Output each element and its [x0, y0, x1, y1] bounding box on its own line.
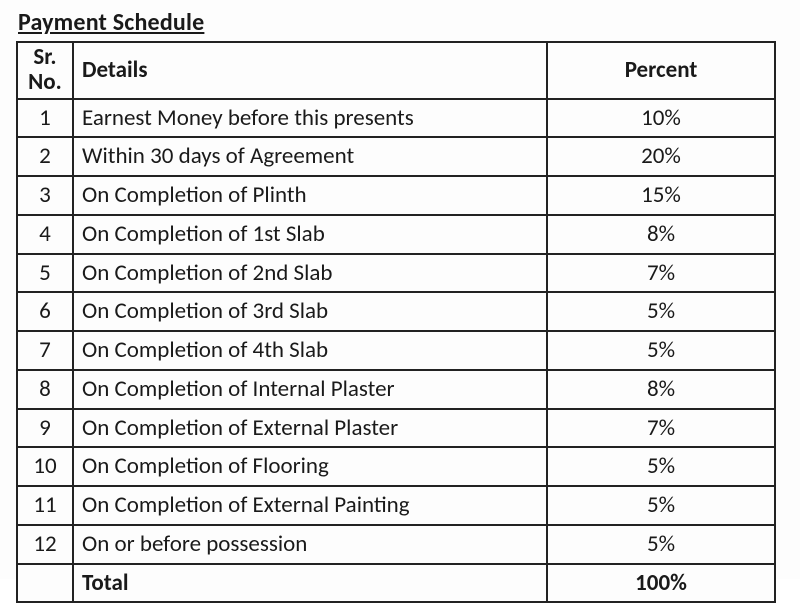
table-row: 9 On Completion of External Plaster 7% [17, 409, 775, 448]
cell-percent: 8% [547, 370, 775, 409]
col-header-percent: Percent [547, 42, 775, 99]
cell-sr: 8 [17, 370, 73, 409]
cell-details: Within 30 days of Agreement [73, 137, 547, 176]
table-row: 7 On Completion of 4th Slab 5% [17, 331, 775, 370]
cell-percent: 10% [547, 99, 775, 138]
col-header-sr-line2: No. [26, 70, 64, 95]
table-row: 1 Earnest Money before this presents 10% [17, 99, 775, 138]
col-header-sr: Sr. No. [17, 42, 73, 99]
cell-details: On or before possession [73, 525, 547, 564]
cell-sr: 5 [17, 254, 73, 293]
cell-percent: 5% [547, 447, 775, 486]
cell-sr-total [17, 564, 73, 603]
table-row: 5 On Completion of 2nd Slab 7% [17, 254, 775, 293]
page-title: Payment Schedule [18, 8, 776, 37]
cell-sr: 1 [17, 99, 73, 138]
cell-sr: 9 [17, 409, 73, 448]
cell-sr: 6 [17, 292, 73, 331]
col-header-sr-line1: Sr. [26, 45, 64, 70]
cell-percent: 8% [547, 215, 775, 254]
cell-details: On Completion of External Plaster [73, 409, 547, 448]
table-header-row: Sr. No. Details Percent [17, 42, 775, 99]
cell-sr: 7 [17, 331, 73, 370]
cell-percent: 7% [547, 254, 775, 293]
payment-schedule-table: Sr. No. Details Percent 1 Earnest Money … [16, 41, 776, 603]
cell-details: On Completion of 1st Slab [73, 215, 547, 254]
cell-percent: 5% [547, 486, 775, 525]
cell-percent: 7% [547, 409, 775, 448]
cell-details: On Completion of Flooring [73, 447, 547, 486]
table-row: 3 On Completion of Plinth 15% [17, 176, 775, 215]
table-row: 6 On Completion of 3rd Slab 5% [17, 292, 775, 331]
table-row: 11 On Completion of External Painting 5% [17, 486, 775, 525]
cell-percent: 15% [547, 176, 775, 215]
cell-sr: 11 [17, 486, 73, 525]
cell-sr: 3 [17, 176, 73, 215]
cell-details: On Completion of Internal Plaster [73, 370, 547, 409]
cell-sr: 10 [17, 447, 73, 486]
cell-details: On Completion of 2nd Slab [73, 254, 547, 293]
cell-percent-total: 100% [547, 564, 775, 603]
col-header-details: Details [73, 42, 547, 99]
cell-details: Earnest Money before this presents [73, 99, 547, 138]
table-row: 12 On or before possession 5% [17, 525, 775, 564]
cell-details: On Completion of 3rd Slab [73, 292, 547, 331]
cell-sr: 2 [17, 137, 73, 176]
cell-percent: 5% [547, 331, 775, 370]
table-row: 10 On Completion of Flooring 5% [17, 447, 775, 486]
cell-details: On Completion of External Painting [73, 486, 547, 525]
cell-sr: 4 [17, 215, 73, 254]
cell-sr: 12 [17, 525, 73, 564]
cell-percent: 20% [547, 137, 775, 176]
cell-details-total: Total [73, 564, 547, 603]
cell-details: On Completion of Plinth [73, 176, 547, 215]
table-total-row: Total 100% [17, 564, 775, 603]
cell-percent: 5% [547, 292, 775, 331]
cell-percent: 5% [547, 525, 775, 564]
table-row: 4 On Completion of 1st Slab 8% [17, 215, 775, 254]
table-row: 8 On Completion of Internal Plaster 8% [17, 370, 775, 409]
cell-details: On Completion of 4th Slab [73, 331, 547, 370]
table-row: 2 Within 30 days of Agreement 20% [17, 137, 775, 176]
